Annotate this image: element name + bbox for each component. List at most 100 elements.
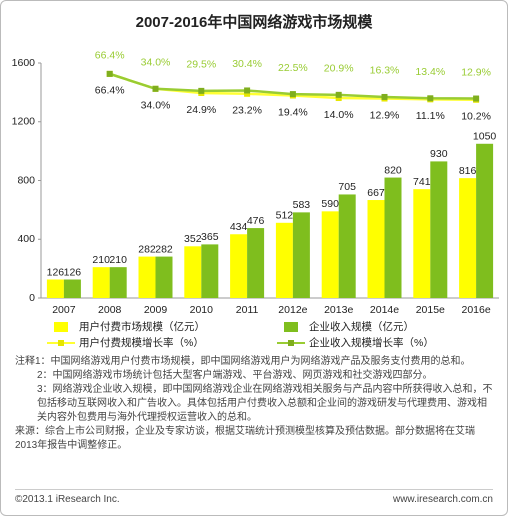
line-marker xyxy=(381,93,388,100)
bar-value-label: 210 xyxy=(92,254,110,266)
line-value-label: 13.4% xyxy=(415,66,445,78)
legend-label: 企业收入规模增长率（%） xyxy=(309,336,434,349)
website: www.iresearch.com.cn xyxy=(392,494,493,505)
x-tick-label: 2008 xyxy=(98,304,122,316)
bar-value-label: 434 xyxy=(230,221,248,233)
bar xyxy=(275,222,293,298)
bar xyxy=(184,246,202,298)
bar xyxy=(230,234,248,298)
x-tick-label: 2010 xyxy=(190,304,214,316)
legend-swatch xyxy=(54,322,68,332)
bar xyxy=(201,244,219,298)
line-marker xyxy=(335,91,342,98)
legend-marker xyxy=(58,340,64,346)
line-marker xyxy=(244,90,251,97)
line-value-label: 23.2% xyxy=(232,105,262,117)
bar xyxy=(138,256,156,298)
line-value-label: 30.4% xyxy=(232,58,262,70)
bar-value-label: 282 xyxy=(138,243,156,255)
y-tick-label: 0 xyxy=(29,292,35,304)
line-value-label: 24.9% xyxy=(186,104,216,116)
footer: ©2013.1 iResearch Inc. www.iresearch.com… xyxy=(15,489,493,505)
line-marker xyxy=(244,87,251,94)
x-tick-label: 2009 xyxy=(144,304,168,316)
bar-value-label: 365 xyxy=(201,231,219,243)
x-tick-label: 2015e xyxy=(416,304,445,316)
bar xyxy=(109,267,127,298)
line-marker xyxy=(335,95,342,102)
bar xyxy=(247,228,265,298)
line-value-label: 19.4% xyxy=(278,106,308,118)
notes: 注释1：中国网络游戏用户付费市场规模，即中国网络游戏用户为网络游戏产品及服务支付… xyxy=(15,355,493,453)
line-marker xyxy=(427,95,434,102)
bar xyxy=(46,279,64,298)
line-value-label: 12.9% xyxy=(370,109,400,121)
y-tick-label: 1200 xyxy=(12,116,36,128)
line-value-label: 66.4% xyxy=(95,50,125,62)
bar-value-label: 816 xyxy=(459,165,477,177)
chart-title: 2007-2016年中国网络游戏市场规模 xyxy=(136,13,374,31)
y-tick-label: 400 xyxy=(17,233,35,245)
line-value-label: 29.5% xyxy=(186,59,216,71)
copyright: ©2013.1 iResearch Inc. xyxy=(15,494,120,505)
bar xyxy=(367,200,385,298)
line-marker xyxy=(473,95,480,102)
note: 3：网络游戏企业收入规模，即中国网络游戏企业在网络游戏相关服务与产品内容中所获得… xyxy=(37,384,493,423)
line-value-label: 12.9% xyxy=(461,66,491,78)
bar-value-label: 512 xyxy=(276,210,294,222)
bar-value-label: 820 xyxy=(384,164,402,176)
bar xyxy=(92,267,110,298)
bar xyxy=(338,194,356,298)
x-tick-label: 2011 xyxy=(236,304,259,316)
line-value-label: 11.1% xyxy=(416,110,445,122)
bar xyxy=(155,256,173,298)
bar-value-label: 583 xyxy=(293,199,311,211)
y-tick-label: 1600 xyxy=(12,57,36,69)
line-value-label: 34.0% xyxy=(141,57,171,69)
line-value-label: 66.4% xyxy=(95,85,125,97)
legend-swatch xyxy=(284,322,298,332)
x-tick-label: 2012e xyxy=(278,304,307,316)
line-value-label: 14.0% xyxy=(324,109,354,121)
bar xyxy=(63,279,81,298)
bar-value-label: 930 xyxy=(430,148,448,160)
legend-label: 用户付费规模增长率（%） xyxy=(79,336,204,349)
legend-label: 用户付费市场规模（亿元） xyxy=(79,320,205,333)
line-marker xyxy=(289,91,296,98)
bar xyxy=(292,212,310,298)
bar-value-label: 741 xyxy=(413,176,431,188)
bar-value-label: 126 xyxy=(64,266,82,278)
bar xyxy=(413,189,431,298)
bar-value-label: 1050 xyxy=(473,131,497,143)
line-marker xyxy=(106,70,113,77)
legend-label: 企业收入规模（亿元） xyxy=(309,320,414,333)
x-tick-label: 2013e xyxy=(324,304,353,316)
bar xyxy=(476,143,494,298)
line-marker xyxy=(198,87,205,94)
bar-value-label: 590 xyxy=(321,198,339,210)
bar-value-label: 705 xyxy=(338,181,356,193)
y-tick-label: 800 xyxy=(17,174,35,186)
note: 注释1：中国网络游戏用户付费市场规模，即中国网络游戏用户为网络游戏产品及服务支付… xyxy=(15,356,471,367)
bar-value-label: 210 xyxy=(109,254,127,266)
line-value-label: 16.3% xyxy=(370,65,400,77)
bar xyxy=(384,177,402,298)
legend-marker xyxy=(288,340,294,346)
bar-value-label: 282 xyxy=(155,243,173,255)
x-tick-label: 2016e xyxy=(461,304,490,316)
bar xyxy=(321,211,339,298)
x-tick-label: 2007 xyxy=(52,304,76,316)
bar-value-label: 667 xyxy=(367,187,385,199)
line-value-label: 22.5% xyxy=(278,62,308,74)
bar xyxy=(430,161,448,298)
x-tick-label: 2014e xyxy=(370,304,399,316)
bar-value-label: 476 xyxy=(247,215,265,227)
line-value-label: 34.0% xyxy=(141,100,171,112)
bar-value-label: 352 xyxy=(184,233,202,245)
line-value-label: 20.9% xyxy=(324,63,354,75)
bar-value-label: 126 xyxy=(47,266,65,278)
line-marker xyxy=(152,85,159,92)
bar xyxy=(459,178,477,298)
chart: 2007-2016年中国网络游戏市场规模 0 400 800 1200 1600 2007… xyxy=(12,13,499,349)
